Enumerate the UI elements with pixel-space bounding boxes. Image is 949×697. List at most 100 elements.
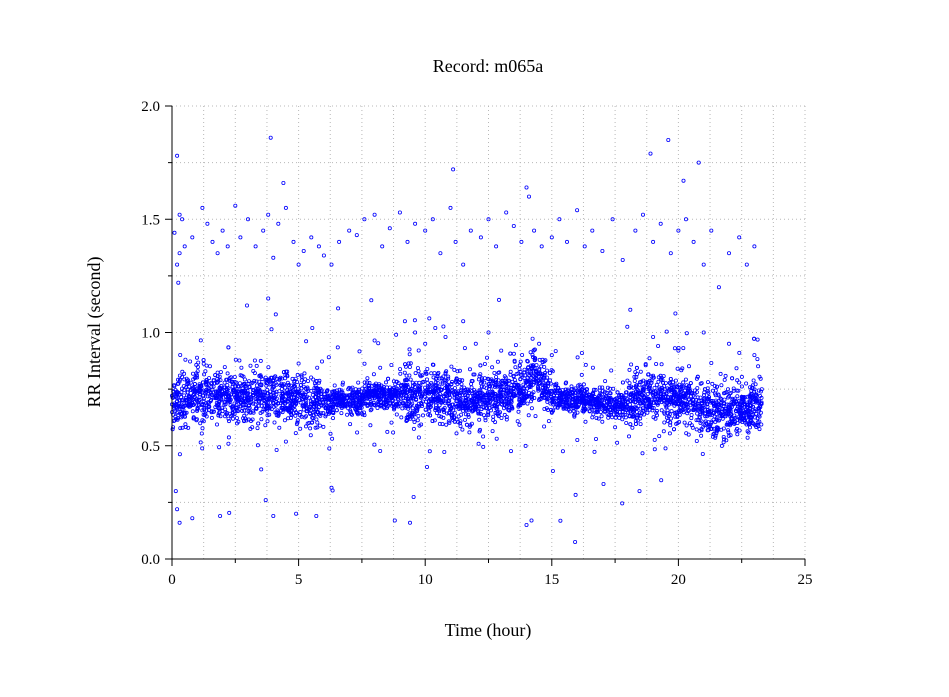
x-tick-label: 15 <box>544 572 559 588</box>
data-point <box>613 415 618 420</box>
data-point <box>226 435 231 440</box>
data-point <box>393 403 398 408</box>
data-point <box>615 390 620 395</box>
data-point <box>454 404 459 409</box>
data-point <box>649 378 654 383</box>
data-point <box>723 390 728 395</box>
data-point-outlier <box>276 221 281 226</box>
data-point <box>706 424 711 429</box>
data-point-outlier <box>413 221 418 226</box>
data-point <box>280 410 285 415</box>
data-point <box>219 397 224 402</box>
data-point <box>481 404 486 409</box>
data-point <box>226 386 231 391</box>
data-point <box>267 396 272 401</box>
data-point <box>180 425 185 430</box>
data-point <box>675 413 680 418</box>
data-point <box>456 389 461 394</box>
data-point <box>460 392 465 397</box>
data-point <box>222 402 227 407</box>
data-point <box>680 366 685 371</box>
data-point <box>189 396 194 401</box>
data-point <box>346 393 351 398</box>
data-point <box>172 401 177 406</box>
data-point <box>347 401 352 406</box>
data-point <box>551 408 556 413</box>
data-point <box>748 407 753 412</box>
data-point <box>182 377 187 382</box>
data-point <box>757 419 762 424</box>
data-point <box>378 365 383 370</box>
data-point <box>542 424 547 429</box>
data-point <box>475 401 480 406</box>
data-point <box>258 358 263 363</box>
data-point <box>217 374 222 379</box>
data-point <box>718 396 723 401</box>
data-point <box>598 410 603 415</box>
data-point <box>218 388 223 393</box>
data-point-outlier <box>473 341 478 346</box>
data-point <box>586 392 591 397</box>
data-point <box>256 421 261 426</box>
data-point <box>199 386 204 391</box>
data-point <box>492 402 497 407</box>
data-point <box>600 385 605 390</box>
data-point <box>198 421 203 426</box>
data-point <box>469 385 474 390</box>
data-point <box>482 361 487 366</box>
data-point <box>481 444 486 449</box>
data-point <box>631 385 636 390</box>
data-point <box>722 408 727 413</box>
data-point <box>213 405 218 410</box>
data-point <box>411 426 416 431</box>
data-point <box>690 425 695 430</box>
data-point <box>250 380 255 385</box>
data-point <box>599 392 604 397</box>
data-point <box>684 431 689 436</box>
data-point <box>301 379 306 384</box>
data-point <box>641 378 646 383</box>
data-point <box>549 407 554 412</box>
data-point <box>576 383 581 388</box>
data-point <box>277 376 282 381</box>
data-point <box>700 451 705 456</box>
data-point <box>605 411 610 416</box>
data-point-outlier <box>271 514 276 519</box>
data-point <box>620 412 625 417</box>
data-point <box>520 373 525 378</box>
data-point <box>659 362 664 367</box>
data-point <box>348 422 353 427</box>
data-point <box>623 402 628 407</box>
data-point <box>551 402 556 407</box>
data-point <box>303 424 308 429</box>
data-point <box>746 415 751 420</box>
data-point <box>177 377 182 382</box>
data-point <box>293 413 298 418</box>
data-point <box>650 405 655 410</box>
data-point-outlier <box>190 235 195 240</box>
data-point <box>707 424 712 429</box>
data-point <box>713 435 718 440</box>
data-point <box>416 401 421 406</box>
data-point <box>688 389 693 394</box>
data-point <box>672 346 677 351</box>
data-point <box>254 363 259 368</box>
data-point <box>430 390 435 395</box>
data-point <box>226 345 231 350</box>
data-point <box>227 510 232 515</box>
data-point <box>576 393 581 398</box>
data-point <box>753 382 758 387</box>
data-point <box>259 417 264 422</box>
data-point <box>566 407 571 412</box>
data-point <box>593 403 598 408</box>
data-point <box>410 396 415 401</box>
data-point <box>319 395 324 400</box>
data-point <box>401 396 406 401</box>
x-tick-label: 10 <box>418 572 433 588</box>
data-point <box>192 375 197 380</box>
data-point <box>747 413 752 418</box>
data-point <box>493 410 498 415</box>
data-point <box>315 420 320 425</box>
data-point <box>531 390 536 395</box>
data-point <box>442 378 447 383</box>
